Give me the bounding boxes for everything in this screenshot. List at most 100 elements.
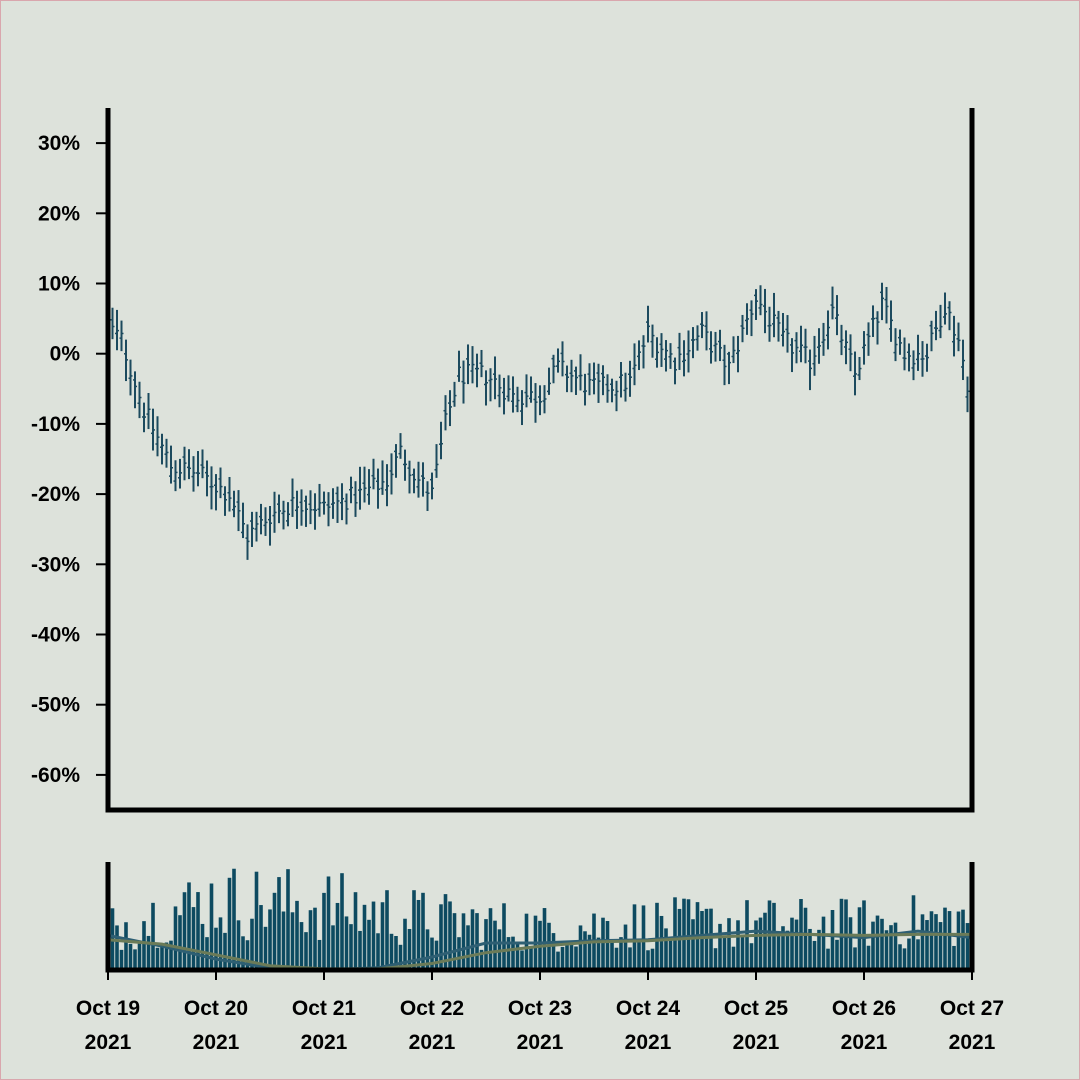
ohlc-bar (920, 341, 925, 377)
ohlc-bar (767, 306, 772, 342)
ohlc-bar (241, 502, 245, 539)
ohlc-bar (848, 334, 853, 372)
volume-bar (614, 947, 619, 970)
ohlc-bar (862, 331, 866, 365)
volume-bar (700, 910, 704, 970)
volume-bar (673, 897, 677, 970)
ohlc-bar (358, 466, 362, 510)
volume-bar (880, 918, 884, 970)
x-tick-label-year: 2021 (625, 1031, 672, 1054)
x-tick-label-date: Oct 21 (292, 997, 357, 1020)
ohlc-bar (178, 458, 182, 489)
ohlc-bar (569, 359, 574, 393)
volume-bar (808, 928, 812, 970)
volume-bar (488, 908, 493, 970)
volume-bar (920, 914, 925, 970)
x-tick-label-year: 2021 (409, 1031, 456, 1054)
ohlc-bar (542, 385, 547, 414)
volume-bar (232, 868, 236, 970)
ohlc-bar (902, 337, 907, 371)
ohlc-bar (182, 446, 187, 481)
volume-bar (227, 877, 232, 970)
volume-bar (934, 914, 938, 970)
ohlc-bar (722, 344, 727, 386)
volume-bar (790, 917, 794, 970)
ohlc-bar (772, 292, 776, 338)
volume-bar (281, 911, 286, 970)
ohlc-bar (164, 438, 169, 468)
volume-bar (619, 937, 623, 970)
volume-bar (376, 933, 380, 970)
volume-bar (515, 943, 520, 970)
ohlc-bar (124, 339, 128, 382)
volume-bar (250, 918, 254, 970)
volume-bar (331, 925, 335, 970)
ohlc-bar (479, 349, 484, 378)
volume-bar (511, 936, 515, 970)
y-tick-label: -40% (31, 624, 80, 647)
ohlc-bar (664, 340, 668, 372)
ohlc-bar (704, 311, 709, 351)
ohlc-bar (452, 381, 457, 407)
ohlc-bar (614, 380, 619, 412)
volume-bar (587, 934, 592, 970)
ohlc-bar (691, 327, 695, 359)
ohlc-bar (560, 341, 565, 377)
x-tick-label-year: 2021 (193, 1031, 240, 1054)
volume-bar (412, 890, 416, 970)
volume-bar (295, 900, 299, 970)
ohlc-bar (533, 383, 538, 423)
ohlc-bar (290, 478, 295, 517)
volume-bar (938, 922, 943, 970)
volume-bar (173, 906, 178, 970)
x-tick-label-date: Oct 23 (508, 997, 572, 1020)
volume-bar (641, 905, 646, 970)
y-tick-label: -20% (31, 483, 80, 506)
volume-bar (965, 923, 970, 970)
ohlc-bar (448, 390, 452, 427)
ohlc-bar (898, 329, 902, 355)
volume-bar (776, 933, 781, 970)
ohlc-bar (785, 315, 790, 353)
ohlc-bar (394, 444, 398, 478)
ohlc-bar (380, 460, 385, 495)
volume-bar (448, 901, 452, 970)
volume-bar (371, 901, 376, 970)
volume-bar (128, 943, 133, 970)
ohlc-bar (119, 320, 124, 352)
volume-bar (182, 892, 187, 970)
volume-bar (749, 943, 754, 970)
ohlc-bar (781, 313, 785, 347)
ohlc-bar (376, 468, 380, 509)
ohlc-bar (776, 310, 781, 342)
volume-bar (916, 939, 920, 970)
volume-bar (650, 948, 655, 970)
ohlc-bar (610, 378, 614, 403)
ohlc-bar (187, 449, 191, 480)
ohlc-bar (259, 503, 263, 535)
ohlc-bars (106, 282, 974, 560)
ohlc-bar (817, 328, 821, 364)
ohlc-bar (313, 493, 317, 530)
ohlc-bar (718, 329, 722, 362)
ohlc-bar (488, 368, 493, 402)
volume-bar (349, 924, 353, 970)
ohlc-bar (385, 464, 389, 507)
volume-bar (628, 947, 632, 970)
volume-bar (268, 909, 272, 970)
volume-bar (947, 911, 952, 970)
ohlc-bar (493, 356, 497, 400)
ohlc-bar (245, 524, 250, 560)
volume-bar (272, 892, 277, 970)
volume-bar (632, 904, 637, 970)
ohlc-bar (137, 381, 142, 419)
ohlc-bar (353, 481, 358, 517)
ohlc-bar (484, 370, 488, 406)
volume-bar (398, 944, 403, 970)
ohlc-bar (619, 361, 623, 398)
ohlc-bar (205, 460, 209, 497)
volume-bar (718, 923, 722, 970)
ohlc-bar (191, 456, 196, 492)
ohlc-bar (223, 486, 227, 516)
x-tick-label-year: 2021 (85, 1031, 132, 1054)
